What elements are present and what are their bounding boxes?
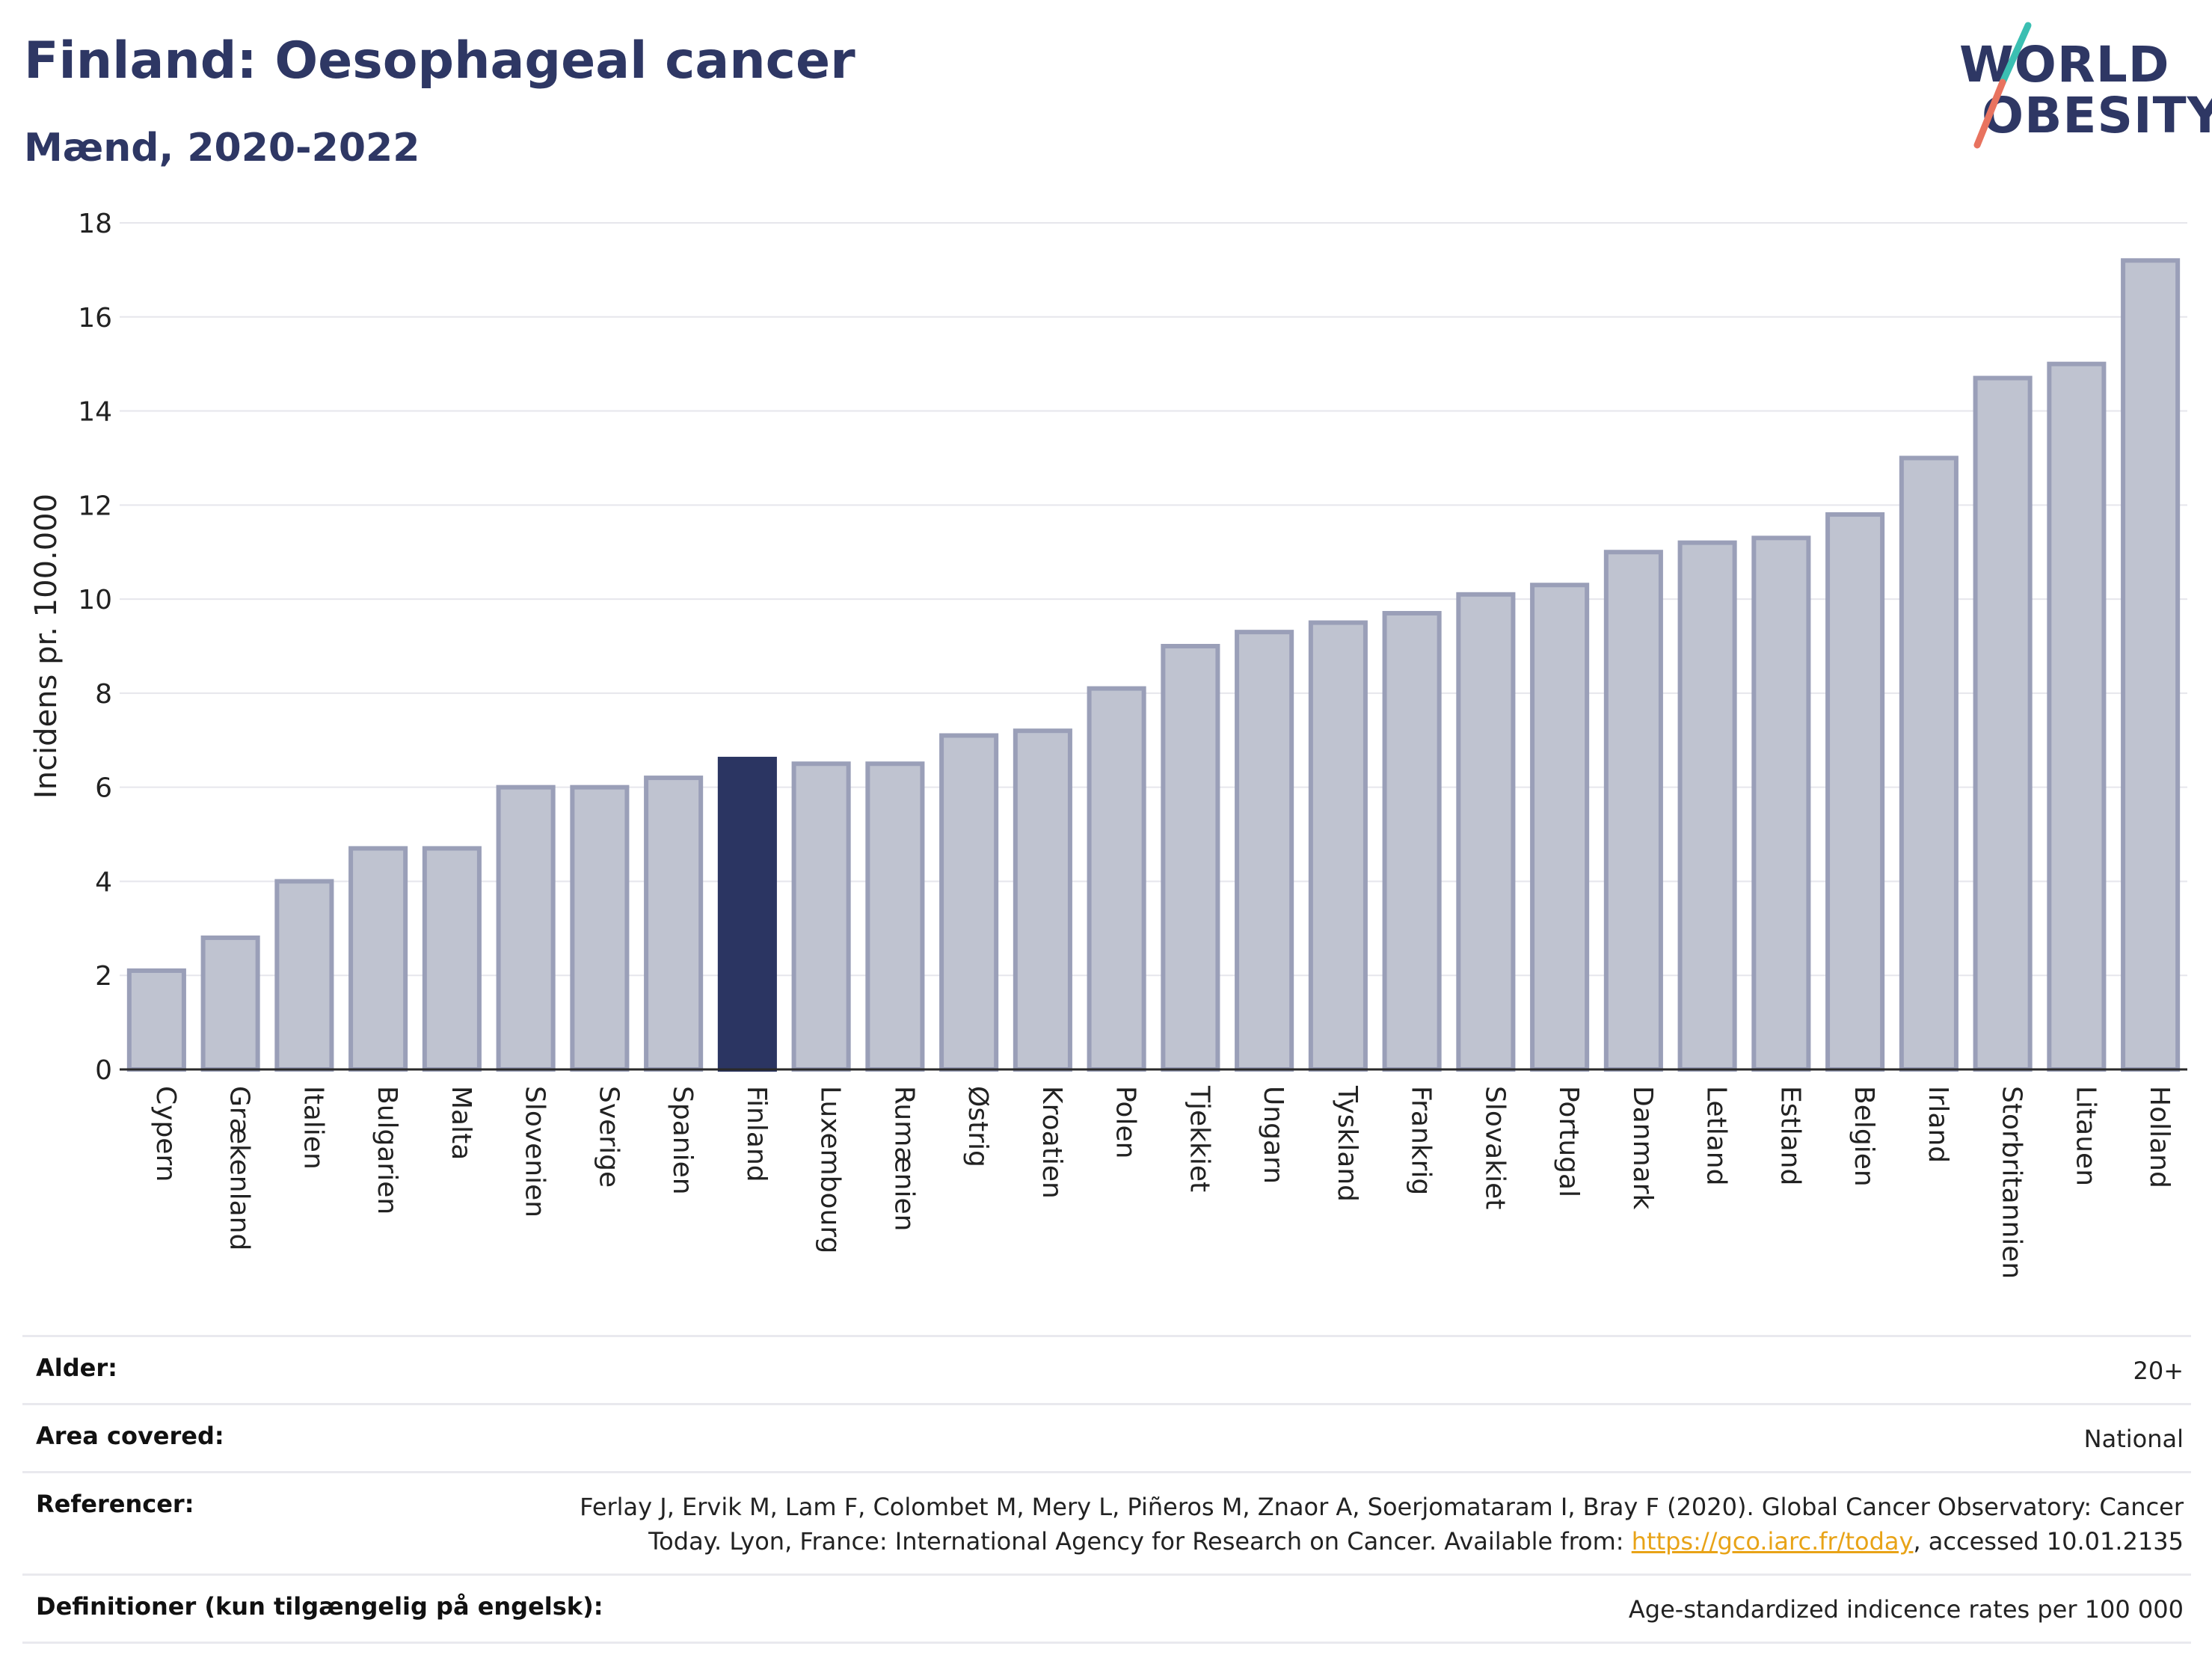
info-label-definitions: Definitioner (kun tilgængelig på engelsk… [36,1592,603,1621]
bar-kroatien[interactable] [1013,728,1072,1072]
y-tick-label: 10 [78,585,112,615]
y-tick-label: 14 [78,397,112,428]
info-value-references: Ferlay J, Ervik M, Lam F, Colombet M, Me… [568,1490,2184,1559]
bar-bulgarien[interactable] [348,846,408,1072]
x-tick-label: Cypern [150,1086,181,1182]
x-tick-label: Tjekkiet [1184,1085,1214,1192]
y-axis-label: Incidens pr. 100.000 [29,494,64,799]
info-row-age: Alder: 20+ [22,1335,2191,1403]
y-tick-label: 18 [78,209,112,239]
info-row-references: Referencer: Ferlay J, Ervik M, Lam F, Co… [22,1471,2191,1573]
info-label-age: Alder: [36,1354,117,1382]
reference-suffix: , accessed 10.01.2135 [1913,1527,2184,1556]
bar-rumænien[interactable] [865,761,925,1072]
bar-luxembourg[interactable] [791,761,851,1072]
y-tick-label: 12 [78,491,112,521]
bar-polen[interactable] [1087,686,1146,1072]
x-tick-label: Østrig [962,1086,993,1167]
x-tick-label: Malta [446,1086,476,1160]
x-tick-label: Slovakiet [1479,1086,1510,1209]
chart-title: Finland: Oesophageal cancer [24,31,855,90]
x-tick-label: Tyskland [1332,1085,1362,1202]
x-tick-label: Rumænien [888,1086,919,1231]
y-tick-label: 4 [95,867,112,897]
info-label-area: Area covered: [36,1422,224,1450]
info-label-references: Referencer: [36,1490,194,1518]
bars-group [126,258,2181,1072]
x-tick-label: Letland [1701,1086,1732,1185]
x-tick-label: Finland [741,1086,772,1182]
bar-storbritannien[interactable] [1973,375,2033,1072]
reference-link[interactable]: https://gco.iarc.fr/today [1631,1527,1914,1556]
info-table: Alder: 20+ Area covered: National Refere… [22,1335,2191,1644]
y-tick-label: 8 [95,679,112,710]
x-tick-label: Slovenien [520,1086,550,1218]
logo-word-obesity: OBESITY [1982,87,2212,144]
x-tick-label: Sverige [593,1086,624,1188]
bar-danmark[interactable] [1603,550,1663,1072]
x-tick-label: Irland [1923,1086,1953,1163]
bar-irland[interactable] [1899,455,1958,1072]
x-tick-label: Bulgarien [372,1086,402,1215]
world-obesity-logo[interactable]: WORLD OBESITY [1944,21,2212,156]
x-tick-label: Estland [1775,1086,1805,1185]
info-row-area: Area covered: National [22,1403,2191,1471]
x-tick-label: Litauen [2070,1086,2101,1186]
logo-word-world: WORLD [1959,36,2170,93]
x-tick-label: Grækenland [224,1086,255,1250]
info-value-age: 20+ [2133,1357,2184,1385]
x-tick-label: Frankrig [1406,1086,1437,1195]
logo-slash-icon [1973,22,2032,149]
bar-holland[interactable] [2121,258,2181,1072]
x-tick-label: Storbritannien [1997,1086,2027,1279]
bar-litauen[interactable] [2047,361,2107,1072]
bar-malta[interactable] [422,846,482,1072]
bar-grækenland[interactable] [200,935,260,1072]
y-tick-labels: 0 2 4 6 8 10 12 14 16 18 [78,209,112,1086]
info-row-definitions: Definitioner (kun tilgængelig på engelsk… [22,1573,2191,1644]
bar-østrig[interactable] [939,733,999,1072]
x-tick-label: Belgien [1849,1086,1879,1187]
y-tick-label: 0 [95,1055,112,1086]
chart-subtitle: Mænd, 2020-2022 [24,126,420,171]
bar-cypern[interactable] [126,968,186,1072]
x-tick-label: Ungarn [1258,1086,1288,1184]
x-tick-label: Italien [298,1086,328,1170]
x-tick-label: Spanien [667,1086,698,1195]
x-tick-labels: Cypern Grækenland Italien Bulgarien Malta Slo… [150,1085,2175,1279]
info-value-area: National [2083,1425,2184,1453]
bar-letland[interactable] [1677,540,1737,1072]
bar-tyskland[interactable] [1308,620,1368,1072]
bar-sverige[interactable] [570,784,630,1072]
bar-finland[interactable] [717,756,777,1072]
bar-italien[interactable] [274,879,334,1072]
bar-ungarn[interactable] [1235,630,1294,1072]
x-tick-label: Portugal [1553,1086,1584,1197]
bar-belgien[interactable] [1825,512,1885,1072]
reference-text: Ferlay J, Ervik M, Lam F, Colombet M, Me… [580,1493,2184,1556]
y-tick-label: 2 [95,961,112,992]
bar-slovakiet[interactable] [1456,592,1516,1072]
x-tick-label: Kroatien [1036,1086,1067,1199]
bar-slovenien[interactable] [496,784,556,1072]
bar-frankrig[interactable] [1382,610,1442,1072]
x-tick-label: Polen [1110,1086,1141,1158]
x-tick-label: Danmark [1627,1086,1658,1210]
x-tick-label: Holland [2144,1086,2175,1188]
x-tick-label: Luxembourg [815,1086,846,1253]
bar-portugal[interactable] [1530,583,1590,1072]
bar-estland[interactable] [1751,535,1811,1072]
info-value-definitions: Age-standardized indicence rates per 100… [1628,1595,2184,1624]
bar-tjekkiet[interactable] [1161,644,1220,1072]
y-tick-label: 6 [95,773,112,804]
y-tick-label: 16 [78,303,112,334]
bar-chart: 0 2 4 6 8 10 12 14 16 18 Cypern Grækenland Italien B… [29,209,2187,1279]
bar-spanien[interactable] [644,776,704,1072]
